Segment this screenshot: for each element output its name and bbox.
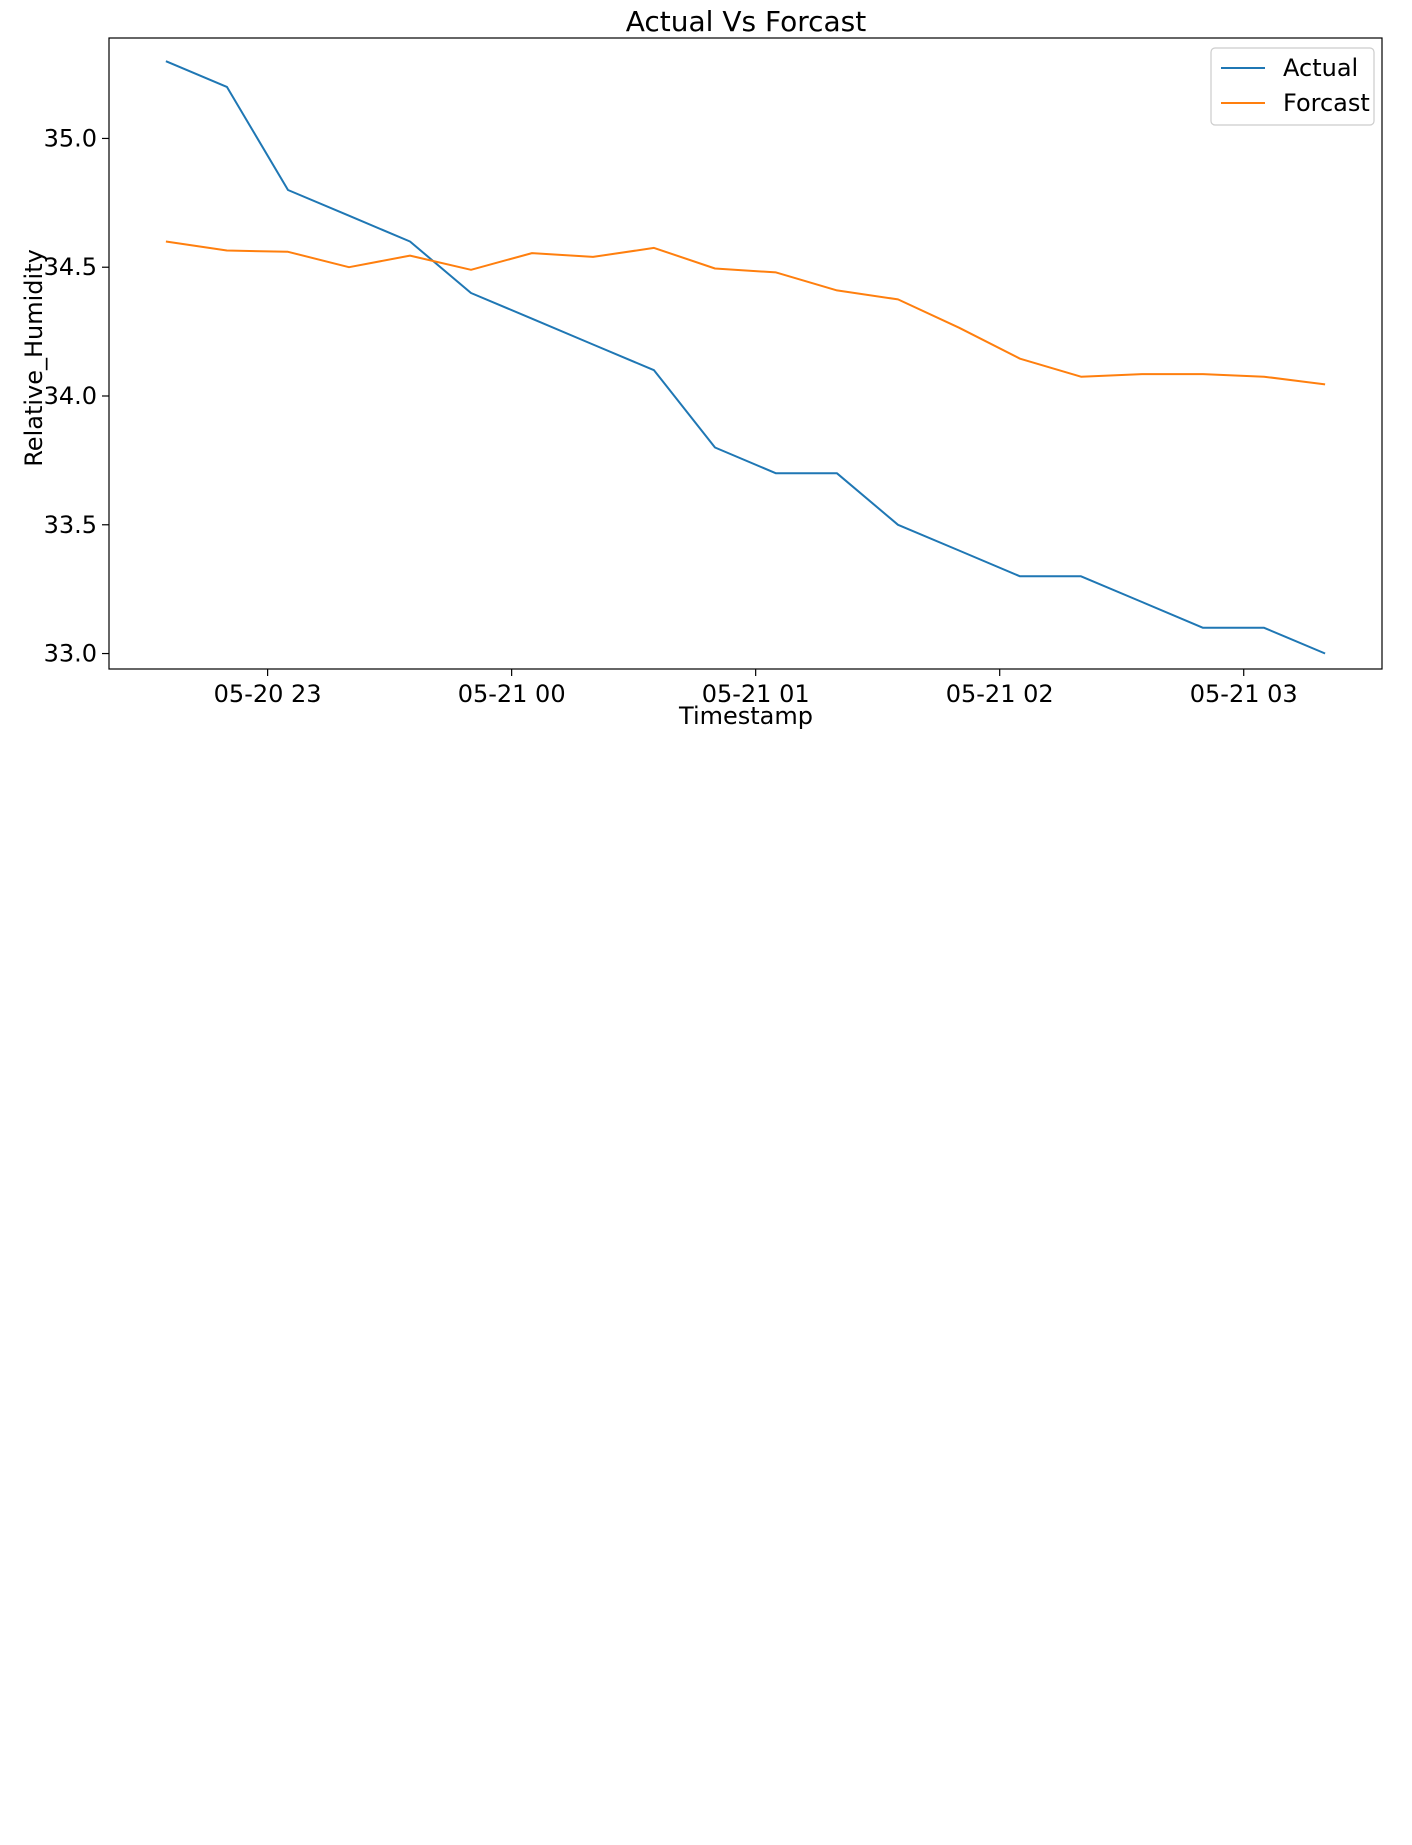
- y-tick-label: 34.5: [44, 253, 97, 281]
- x-tick-label: 05-20 23: [214, 680, 322, 708]
- legend-label-forcast: Forcast: [1283, 89, 1370, 117]
- legend: Actual Forcast: [1210, 47, 1375, 126]
- y-tick-label: 33.5: [44, 511, 97, 539]
- x-axis-label: Timestamp: [678, 702, 813, 730]
- y-axis-label: Relative_Humidity: [20, 249, 48, 467]
- plot-frame: [108, 37, 1383, 670]
- y-tick-label: 33.0: [44, 640, 97, 668]
- y-tick-label: 34.0: [44, 382, 97, 410]
- x-axis-ticks: 05-20 23 05-21 00 05-21 01 05-21 02 05-21 03: [214, 669, 1298, 708]
- series-line-actual: [165, 60, 1326, 655]
- chart-canvas: Actual Vs Forcast 05-20 23 05-21 00 05-21 …: [20, 5, 1383, 730]
- x-tick-label: 05-21 02: [946, 680, 1054, 708]
- x-tick-label: 05-21 03: [1190, 680, 1298, 708]
- x-tick-label: 05-21 01: [702, 680, 810, 708]
- x-tick-label: 05-21 00: [458, 680, 566, 708]
- y-axis-ticks: 33.0 33.5 34.0 34.5 35.0: [44, 124, 109, 668]
- series-line-forcast: [165, 240, 1326, 386]
- line-chart: Actual Vs Forcast 05-20 23 05-21 00 05-21 …: [0, 0, 1412, 760]
- y-tick-label: 35.0: [44, 124, 97, 152]
- legend-label-actual: Actual: [1283, 54, 1358, 82]
- plot-area: [108, 37, 1383, 670]
- chart-title: Actual Vs Forcast: [626, 5, 867, 38]
